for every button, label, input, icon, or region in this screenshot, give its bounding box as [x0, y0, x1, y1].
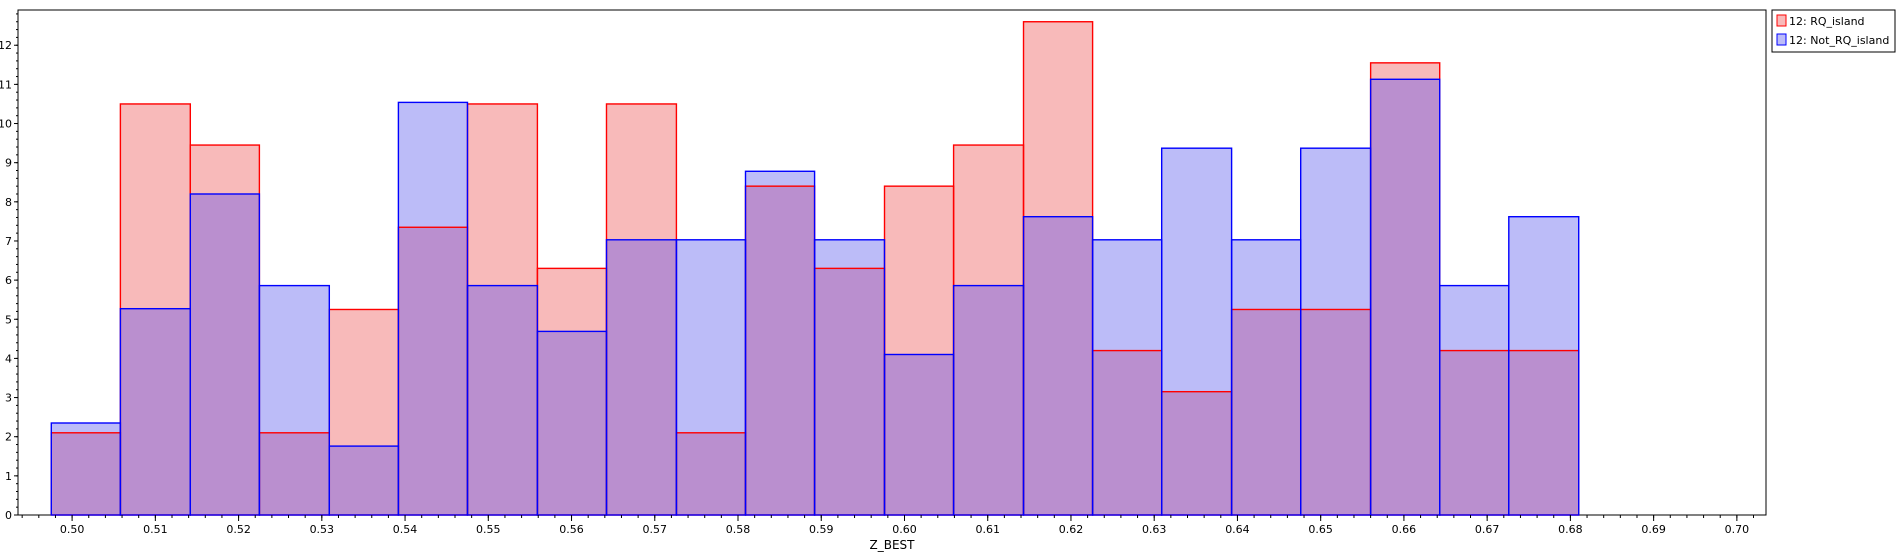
legend[interactable]: 12: RQ_island 12: Not_RQ_island: [1771, 9, 1896, 53]
x-tick-label: 0.68: [1558, 523, 1583, 536]
bar-overlap: [814, 268, 885, 515]
x-tick-label: 0.57: [643, 523, 668, 536]
x-tick-label: 0.66: [1392, 523, 1417, 536]
bar-overlap: [1161, 391, 1232, 515]
bar-overlap: [1439, 350, 1509, 515]
y-tick-label: 5: [5, 313, 12, 326]
bar-overlap: [1370, 79, 1440, 515]
x-tick-label: 0.54: [393, 523, 418, 536]
x-tick-label: 0.56: [559, 523, 584, 536]
bar-overlap: [745, 186, 815, 516]
x-tick-label: 0.65: [1308, 523, 1333, 536]
x-tick-label: 0.62: [1059, 523, 1084, 536]
x-tick-label: 0.53: [310, 523, 335, 536]
x-tick-label: 0.70: [1725, 523, 1750, 536]
y-tick-label: 2: [5, 431, 12, 444]
y-tick-label: 8: [5, 196, 12, 209]
x-tick-label: 0.52: [226, 523, 251, 536]
y-tick-label: 0: [5, 509, 12, 522]
bar-outline-not-rq-island: [258, 284, 331, 516]
y-tick-label: 11: [0, 78, 12, 91]
bar-overlap: [1231, 309, 1301, 515]
bar-overlap: [537, 331, 607, 515]
y-tick-label: 1: [5, 470, 12, 483]
y-tick-label: 4: [5, 352, 12, 365]
axes-layer: 0.50 0.51 0.52 0.53 0.54 0.55 0.56 0.57 0.58 0.59…: [0, 13, 1755, 536]
bar-overlap: [884, 354, 954, 515]
legend-label-rq-island: 12: RQ_island: [1789, 15, 1865, 28]
y-tick-label: 6: [5, 274, 12, 287]
y-tick-label: 12: [0, 39, 12, 52]
bar-outline-not-rq-island: [1508, 215, 1580, 516]
bar-overlap: [676, 432, 746, 515]
bar-overlap: [259, 432, 330, 515]
bar-overlap: [1300, 309, 1371, 515]
bar-overlap: [398, 227, 468, 515]
bar-overlap: [1092, 350, 1162, 515]
x-tick-label: 0.60: [892, 523, 917, 536]
bar-overlap: [606, 239, 677, 516]
bar-overlap: [329, 446, 399, 515]
x-tick-label: 0.63: [1142, 523, 1167, 536]
x-tick-label: 0.55: [476, 523, 501, 536]
x-tick-label: 0.64: [1225, 523, 1250, 536]
x-axis-title: Z_BEST: [870, 538, 916, 552]
bar-overlap: [1023, 216, 1093, 515]
legend-box: [1771, 9, 1896, 53]
bars-layer: [50, 21, 1580, 516]
bar-overlap: [120, 308, 191, 515]
x-tick-label: 0.61: [975, 523, 1000, 536]
x-tick-label: 0.58: [726, 523, 751, 536]
y-tick-label: 3: [5, 392, 12, 405]
x-tick-label: 0.69: [1641, 523, 1666, 536]
x-tick-label: 0.51: [143, 523, 168, 536]
x-tick-label: 0.67: [1475, 523, 1500, 536]
bar-overlap: [1508, 350, 1579, 515]
y-tick-label: 9: [5, 157, 12, 170]
bar-overlap: [953, 285, 1024, 515]
legend-swatch-rq-island: [1776, 14, 1787, 27]
bar-overlap: [467, 285, 538, 515]
bar-overlap: [190, 193, 260, 515]
legend-label-not-rq-island: 12: Not_RQ_island: [1789, 34, 1889, 47]
x-tick-label: 0.59: [809, 523, 834, 536]
legend-swatch-not-rq-island: [1776, 33, 1787, 46]
bar-overlap: [51, 432, 121, 515]
y-tick-label: 7: [5, 235, 12, 248]
y-tick-label: 10: [0, 118, 12, 131]
x-tick-label: 0.50: [60, 523, 85, 536]
